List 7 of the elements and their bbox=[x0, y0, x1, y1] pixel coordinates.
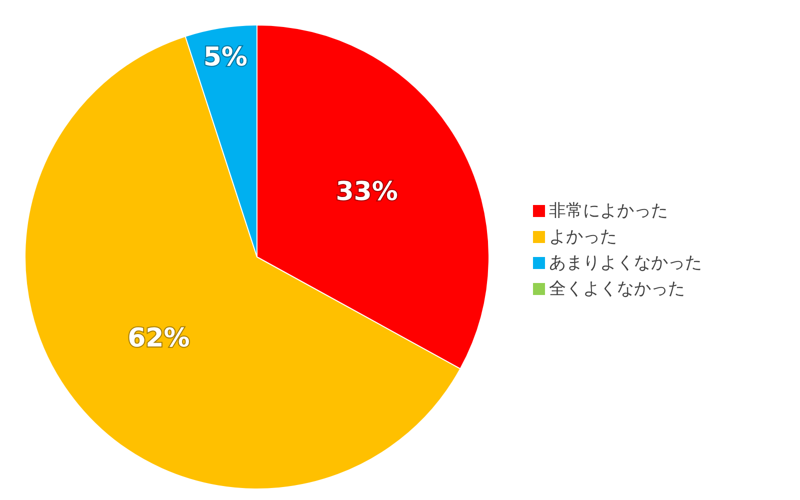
legend-label: 全くよくなかった bbox=[549, 279, 685, 299]
data-label: 62% bbox=[128, 323, 190, 354]
data-label: 33% bbox=[336, 177, 398, 208]
legend-label: 非常によかった bbox=[549, 201, 668, 221]
legend-label: あまりよくなかった bbox=[549, 253, 702, 273]
data-label: 5% bbox=[203, 42, 248, 73]
legend-label: よかった bbox=[549, 227, 617, 247]
